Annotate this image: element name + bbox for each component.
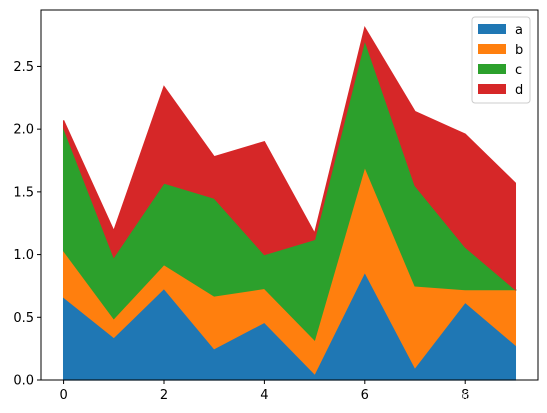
legend-swatch-d: [478, 84, 506, 94]
y-axis: 0.0 0.5 1.0 1.5 2.0 2.5: [13, 60, 41, 389]
legend-box: [471, 16, 531, 104]
y-tick-label: 0.5: [13, 311, 34, 326]
area-series-d: [62, 25, 517, 291]
legend-label-d: d: [515, 83, 523, 98]
legend-label-a: a: [515, 23, 523, 38]
area-series-group: [62, 25, 518, 381]
y-tick-label: 1.0: [13, 248, 34, 263]
x-tick-label: 6: [361, 388, 369, 403]
x-tick-label: 4: [260, 388, 268, 403]
y-tick-label: 1.5: [13, 185, 34, 200]
x-axis: 0 2 4 6 8: [59, 380, 469, 403]
legend-swatch-a: [478, 24, 506, 34]
legend-swatch-b: [478, 44, 506, 54]
y-tick-label: 0.0: [13, 374, 34, 389]
y-tick-label: 2.0: [13, 123, 34, 138]
x-tick-label: 0: [59, 388, 67, 403]
x-tick-label: 8: [461, 388, 469, 403]
x-tick-label: 2: [160, 388, 168, 403]
watermark-text: CSDN @QQI-LIUWJ: [424, 389, 535, 403]
legend-label-b: b: [515, 43, 523, 58]
y-tick-label: 2.5: [13, 60, 34, 75]
legend-label-c: c: [515, 63, 522, 78]
legend-swatch-c: [478, 64, 506, 74]
plot-frame: [40, 9, 539, 381]
